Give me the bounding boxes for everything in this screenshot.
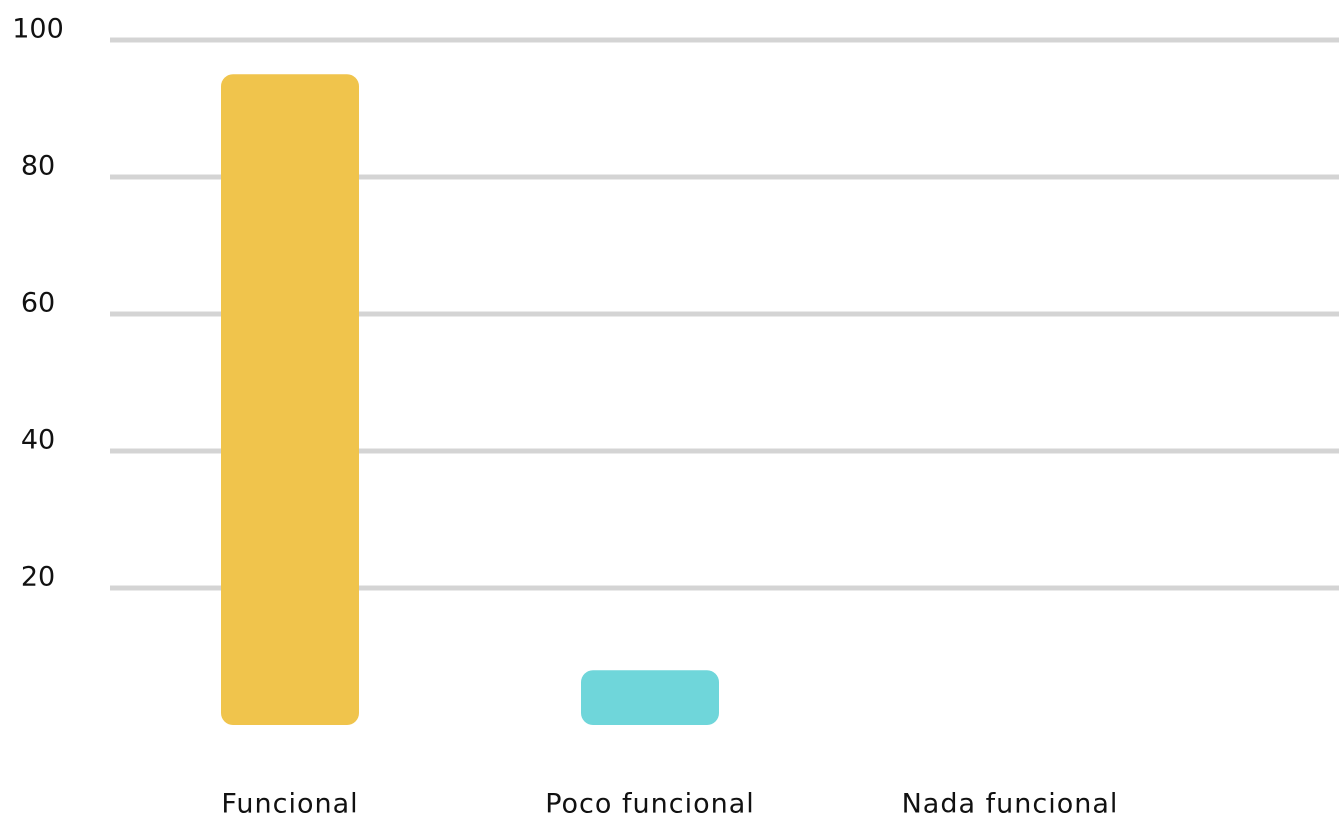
- y-tick-label: 40: [21, 425, 55, 456]
- bar: [581, 670, 719, 725]
- y-tick-label: 100: [12, 14, 64, 45]
- x-tick-label: Funcional: [221, 789, 358, 818]
- x-tick-label: Poco funcional: [545, 789, 755, 818]
- y-tick-label: 60: [21, 288, 55, 319]
- bar: [221, 74, 359, 725]
- y-tick-label: 80: [21, 151, 55, 182]
- x-tick-label: Nada funcional: [902, 789, 1119, 818]
- y-tick-label: 20: [21, 562, 55, 593]
